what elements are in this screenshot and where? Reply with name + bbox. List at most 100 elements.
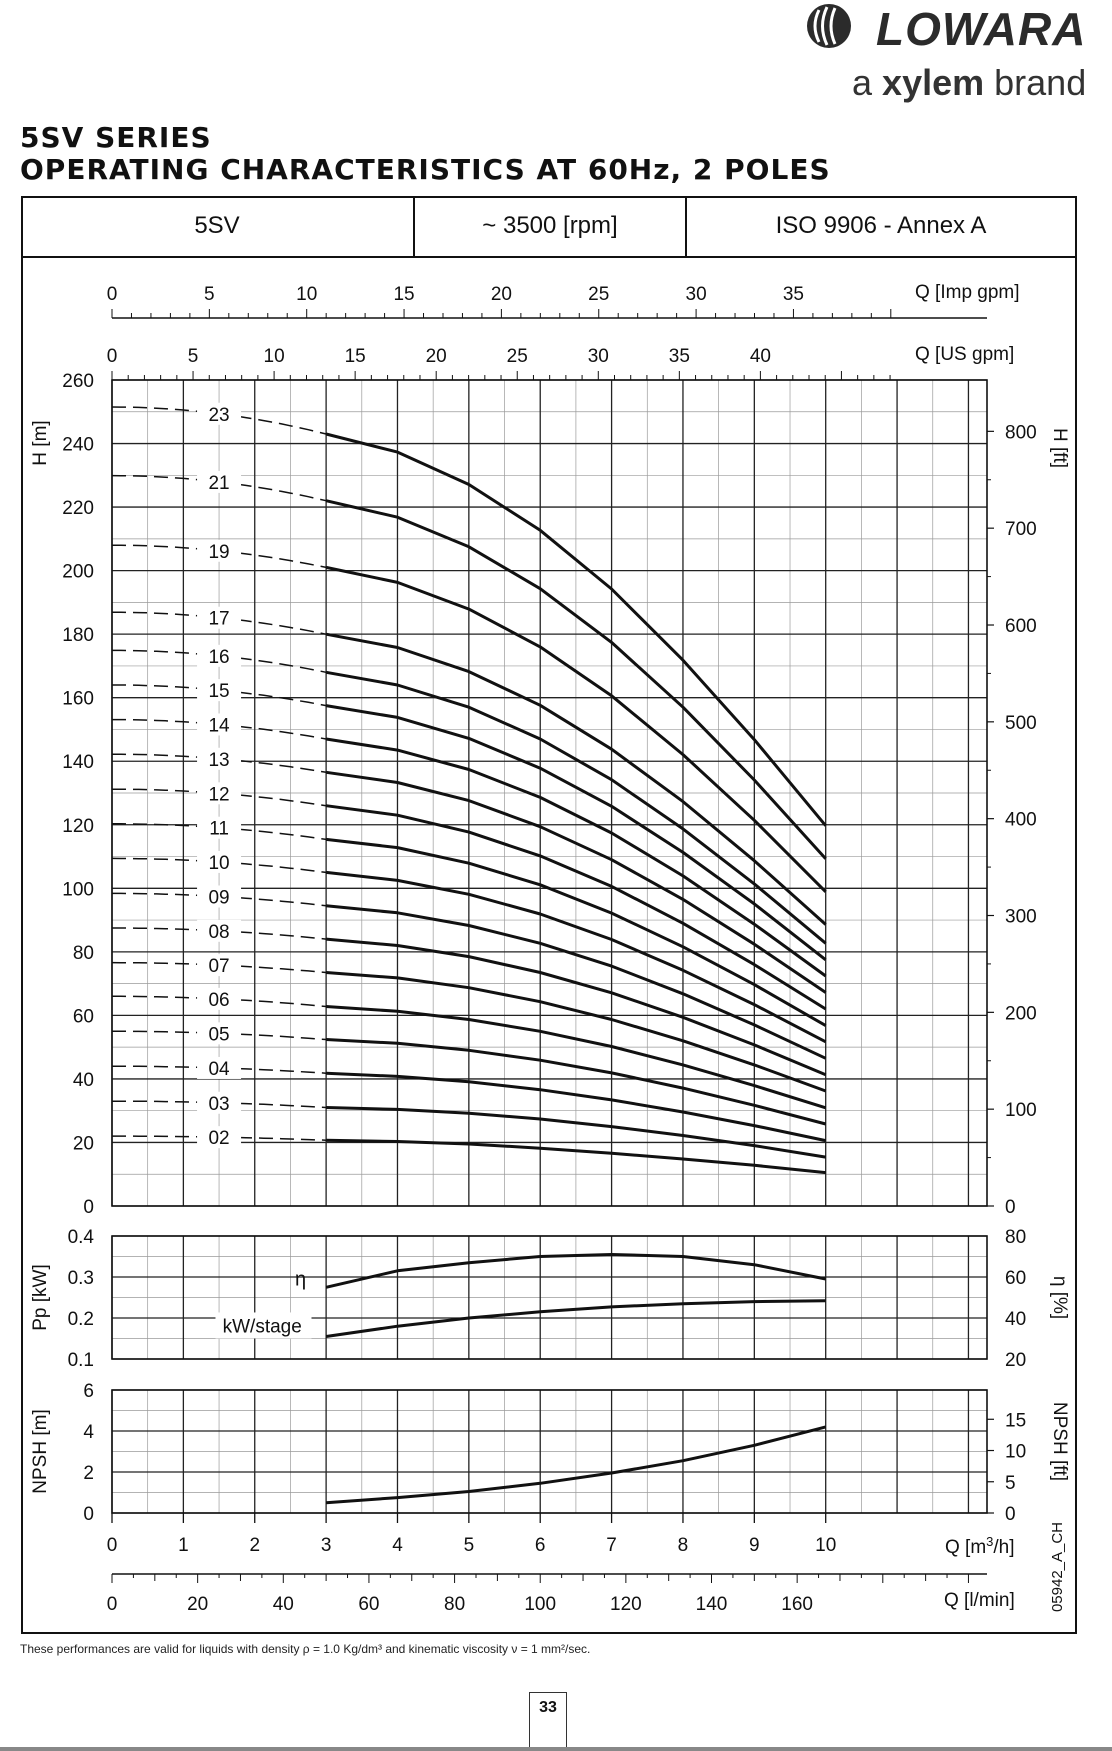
us-gpm-tick-label: 25 <box>507 346 528 367</box>
head-curve-06 <box>325 1005 827 1110</box>
npsh-y-tick-label: 0 <box>83 1504 94 1525</box>
lmin-tick-label: 120 <box>610 1594 642 1615</box>
m3h-tick-label: 10 <box>815 1535 836 1556</box>
npsh-y-tick-label: 4 <box>83 1422 94 1443</box>
head-curve-16 <box>325 670 827 945</box>
imp-gpm-tick-label: 30 <box>686 284 707 305</box>
head-curve-03 <box>326 1106 826 1159</box>
power-y-tick-label: 0.2 <box>68 1309 94 1330</box>
npsh-y-axis-label: NPSH [m] <box>30 1409 51 1493</box>
imp-gpm-axis-label: Q [Imp gpm] <box>915 282 1020 303</box>
npsh-y2-axis-label: NPSH [ft] <box>1049 1402 1070 1481</box>
stage-label-07: 07 <box>208 956 229 977</box>
stage-label-10: 10 <box>208 853 229 874</box>
lmin-tick-label: 40 <box>273 1594 294 1615</box>
head-curve-11 <box>325 837 827 1027</box>
stage-label-bg <box>197 1056 242 1079</box>
npsh-y-tick-label: 6 <box>83 1381 94 1402</box>
lowara-logo-icon <box>807 4 851 48</box>
us-gpm-axis-label: Q [US gpm] <box>915 344 1014 365</box>
head-curve-19 <box>325 565 827 893</box>
stage-label-02: 02 <box>208 1128 229 1149</box>
m3h-axis-label: Q [m3/h] <box>945 1534 1015 1558</box>
eff-y-tick-label: 80 <box>1005 1227 1026 1248</box>
imp-gpm-tick-label: 20 <box>491 284 512 305</box>
head-curve-15 <box>325 704 827 961</box>
head-ft-tick-label: 400 <box>1005 810 1037 831</box>
imp-gpm-tick-label: 0 <box>107 284 118 305</box>
head-y-tick-label: 240 <box>62 435 94 456</box>
eff-y-tick-label: 20 <box>1005 1350 1026 1371</box>
series-name: 5SV SERIES <box>20 121 212 154</box>
head-ft-tick-label: 700 <box>1005 519 1037 540</box>
stage-label-08: 08 <box>208 922 229 943</box>
head-curve-12 <box>325 804 827 1011</box>
eff-y-axis-label: η [%] <box>1049 1276 1070 1319</box>
imp-gpm-tick-label: 5 <box>204 284 215 305</box>
head-y-tick-label: 180 <box>62 625 94 646</box>
head-y-tick-label: 100 <box>62 879 94 900</box>
m3h-tick-label: 7 <box>606 1535 617 1556</box>
eff-y-tick-label: 60 <box>1005 1268 1026 1289</box>
stage-label-bg <box>197 1091 242 1114</box>
chart-frame <box>21 196 1077 1634</box>
eff-y-tick-label: 40 <box>1005 1309 1026 1330</box>
head-y-tick-label: 120 <box>62 816 94 837</box>
power-y-tick-label: 0.1 <box>68 1350 94 1371</box>
npsh-ft-tick-label: 15 <box>1005 1410 1026 1431</box>
head-ft-tick-label: 100 <box>1005 1100 1037 1121</box>
stage-label-05: 05 <box>208 1024 229 1045</box>
stage-label-03: 03 <box>208 1094 229 1115</box>
kw-stage-curve-label: kW/stage <box>223 1316 302 1337</box>
stage-label-bg <box>197 987 242 1010</box>
unit-tail: /h] <box>993 1537 1014 1558</box>
standard-cell: ISO 9906 - Annex A <box>775 212 987 239</box>
footnote: These performances are valid for liquids… <box>20 1642 591 1656</box>
head-y-tick-label: 220 <box>62 498 94 519</box>
imp-gpm-tick-label: 25 <box>588 284 609 305</box>
power-curve-efficiency <box>325 1253 826 1289</box>
head-y-tick-label: 80 <box>73 943 94 964</box>
stage-label-17: 17 <box>208 609 229 630</box>
drawing-code: 05942_A_CH <box>1049 1522 1066 1612</box>
spec-header: 5SV ~ 3500 [rpm] ISO 9906 - Annex A <box>21 196 1077 258</box>
head-curve-09 <box>325 904 827 1060</box>
lmin-tick-label: 60 <box>358 1594 379 1615</box>
page-bottom-rule <box>0 1747 1112 1751</box>
head-curve-14 <box>325 737 827 978</box>
m3h-tick-label: 3 <box>321 1535 332 1556</box>
head-curve-05 <box>326 1038 827 1126</box>
npsh-ft-tick-label: 10 <box>1005 1442 1026 1463</box>
stage-label-bg <box>197 713 242 736</box>
stage-label-04: 04 <box>208 1059 230 1080</box>
stage-label-bg <box>197 919 242 942</box>
head-y-tick-label: 260 <box>62 371 94 392</box>
head-y-tick-label: 0 <box>83 1197 94 1218</box>
us-gpm-tick-label: 30 <box>588 346 609 367</box>
stage-label-12: 12 <box>208 784 229 805</box>
stage-label-bg <box>197 885 242 908</box>
us-gpm-tick-label: 35 <box>669 346 690 367</box>
stage-label-bg <box>197 850 242 873</box>
head-y-tick-label: 200 <box>62 562 94 583</box>
head-ft-tick-label: 800 <box>1005 422 1037 443</box>
stage-label-15: 15 <box>208 681 229 702</box>
head-y-tick-label: 160 <box>62 689 94 710</box>
us-gpm-tick-label: 0 <box>107 346 118 367</box>
imp-gpm-tick-label: 15 <box>393 284 414 305</box>
page-number: 33 <box>529 1692 567 1748</box>
stage-label-bg <box>197 539 242 562</box>
head-y-tick-label: 40 <box>73 1070 94 1091</box>
power-y-axis-label: Pp [kW] <box>30 1264 51 1331</box>
stage-label-06: 06 <box>208 990 229 1011</box>
page-title: 5SV SERIES OPERATING CHARACTERISTICS AT … <box>20 122 831 186</box>
efficiency-curve-label: η <box>295 1268 306 1290</box>
npsh-curve <box>325 1425 827 1505</box>
power-curve-kw-stage <box>325 1299 826 1338</box>
speed-cell: ~ 3500 [rpm] <box>482 212 618 239</box>
stage-label-16: 16 <box>208 647 229 668</box>
head-y2-axis-label: H [ft] <box>1049 428 1070 468</box>
m3h-tick-label: 5 <box>464 1535 475 1556</box>
m3h-tick-label: 1 <box>178 1535 189 1556</box>
us-gpm-tick-label: 5 <box>188 346 199 367</box>
